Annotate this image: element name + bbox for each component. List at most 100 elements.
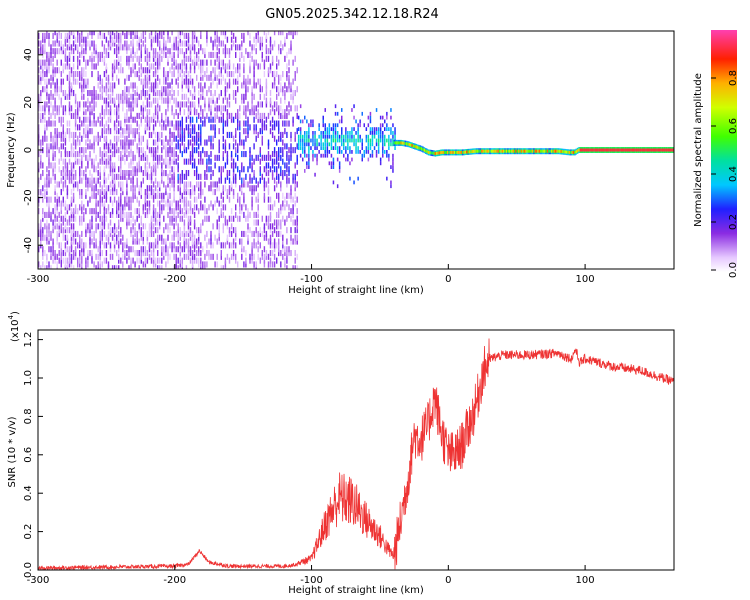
spectrogram-cell xyxy=(48,105,50,112)
spectrogram-cell xyxy=(157,238,159,245)
spectrogram-ridge-cell xyxy=(586,148,588,152)
spectrogram-cell xyxy=(150,151,153,158)
spectrogram-cell xyxy=(163,48,165,55)
spectrogram-cell xyxy=(56,86,58,93)
spectrogram-cell xyxy=(97,223,99,230)
spectrogram-cell xyxy=(44,211,46,218)
spectrogram-cell xyxy=(60,44,62,51)
spectrogram-cell xyxy=(232,215,235,222)
spectrogram-cell xyxy=(191,147,194,154)
spectrogram-cell xyxy=(142,147,144,154)
spectrogram-cell xyxy=(79,59,81,66)
spectrogram-cell xyxy=(375,138,378,143)
spectrogram-cell xyxy=(226,71,229,78)
spectrogram-cell xyxy=(154,67,157,74)
spectrogram-cell xyxy=(44,234,46,241)
spectrogram-cell xyxy=(107,124,110,131)
spectrogram-cell xyxy=(72,74,75,81)
spectrogram-cell xyxy=(284,120,286,127)
spectrogram-cell xyxy=(379,127,382,131)
spectrogram-cell xyxy=(208,154,210,161)
spectrogram-cell xyxy=(241,44,243,51)
spectrogram-cell xyxy=(38,230,40,237)
spectrogram-cell xyxy=(48,238,50,245)
spectrogram-cell xyxy=(111,177,114,184)
spectrogram-cell xyxy=(134,116,136,123)
spectrogram-cell xyxy=(284,82,286,89)
spectrogram-ridge-cell xyxy=(652,148,654,152)
spectrogram-cell xyxy=(85,63,87,70)
spectrogram-ridge-cell xyxy=(560,150,562,153)
spectrogram-cell xyxy=(163,40,165,47)
spectrogram-cell xyxy=(282,234,284,241)
spectrogram-cell xyxy=(193,55,196,62)
spectrogram-cell xyxy=(210,158,212,165)
spectrogram-cell xyxy=(140,257,142,264)
spectrogram-cell xyxy=(79,219,81,226)
spectrogram-cell xyxy=(122,204,124,211)
spectrogram-cell xyxy=(273,253,276,260)
spectrogram-cell xyxy=(50,211,52,218)
spectrogram-cell xyxy=(66,170,69,177)
spectrogram-cell xyxy=(99,135,101,142)
spectrogram-cell xyxy=(126,139,128,146)
spectrogram-cell xyxy=(326,138,329,143)
spectrogram-ridge-cell xyxy=(664,148,666,152)
spectrogram-cell xyxy=(134,63,136,70)
spectrogram-cell xyxy=(241,139,243,146)
spectrogram-cell xyxy=(58,223,60,230)
spectrogram-cell xyxy=(54,208,56,215)
spectrogram-cell xyxy=(70,234,73,241)
spectrogram-cell xyxy=(118,78,120,85)
spectrogram-cell xyxy=(46,86,48,93)
spectrogram-cell xyxy=(278,250,280,257)
spectrogram-cell xyxy=(208,74,210,81)
spectrogram-cell xyxy=(175,219,177,226)
spectrogram-cell xyxy=(118,59,120,66)
spectrogram-cell xyxy=(278,242,280,249)
spectrogram-cell xyxy=(306,119,308,124)
spectrogram-cell xyxy=(105,208,108,215)
spectrogram-cell xyxy=(50,162,52,169)
spectrogram-cell xyxy=(198,234,200,241)
spectrogram-cell xyxy=(103,59,106,66)
spectrogram-cell xyxy=(226,131,229,138)
spectrogram-cell xyxy=(79,74,81,81)
spectrogram-cell xyxy=(273,124,276,131)
spectrogram-cell xyxy=(187,242,190,249)
spectrogram-cell xyxy=(124,139,126,146)
spectrogram-cell xyxy=(216,109,218,116)
spectrogram-cell xyxy=(355,142,357,147)
spectrogram-cell xyxy=(60,189,62,196)
spectrogram-cell xyxy=(214,101,216,108)
spectrogram-cell xyxy=(253,242,255,249)
spectrogram-cell xyxy=(267,151,270,158)
spectrogram-cell xyxy=(99,246,101,253)
spectrogram-cell xyxy=(52,32,54,39)
spectrogram-cell xyxy=(187,131,190,138)
spectrogram-cell xyxy=(126,238,128,245)
spectrogram-cell xyxy=(357,123,359,128)
spectrogram-cell xyxy=(208,250,210,257)
spectrogram-cell xyxy=(109,143,112,150)
spectrogram-cell xyxy=(132,189,134,196)
spectrogram-cell xyxy=(216,97,218,104)
spectrogram-cell xyxy=(58,32,60,39)
spectrogram-cell xyxy=(191,116,194,123)
spectrogram-cell xyxy=(99,93,101,100)
spectrogram-cell xyxy=(198,112,200,119)
spectrogram-cell xyxy=(130,219,132,226)
spectrogram-cell xyxy=(81,162,83,169)
spectrogram-cell xyxy=(134,154,136,161)
spectrogram-cell xyxy=(103,112,106,119)
spectrogram-cell xyxy=(122,147,124,154)
spectrogram-cell xyxy=(62,185,64,192)
spectrogram-cell xyxy=(265,253,268,260)
spectrogram-cell xyxy=(126,170,128,177)
spectrogram-cell xyxy=(249,227,251,234)
spectrogram-cell xyxy=(253,173,255,180)
spectrogram-cell xyxy=(83,120,85,127)
spectrogram-cell xyxy=(103,230,106,237)
spectrogram-cell xyxy=(276,93,278,100)
spectrogram-cell xyxy=(105,158,108,165)
